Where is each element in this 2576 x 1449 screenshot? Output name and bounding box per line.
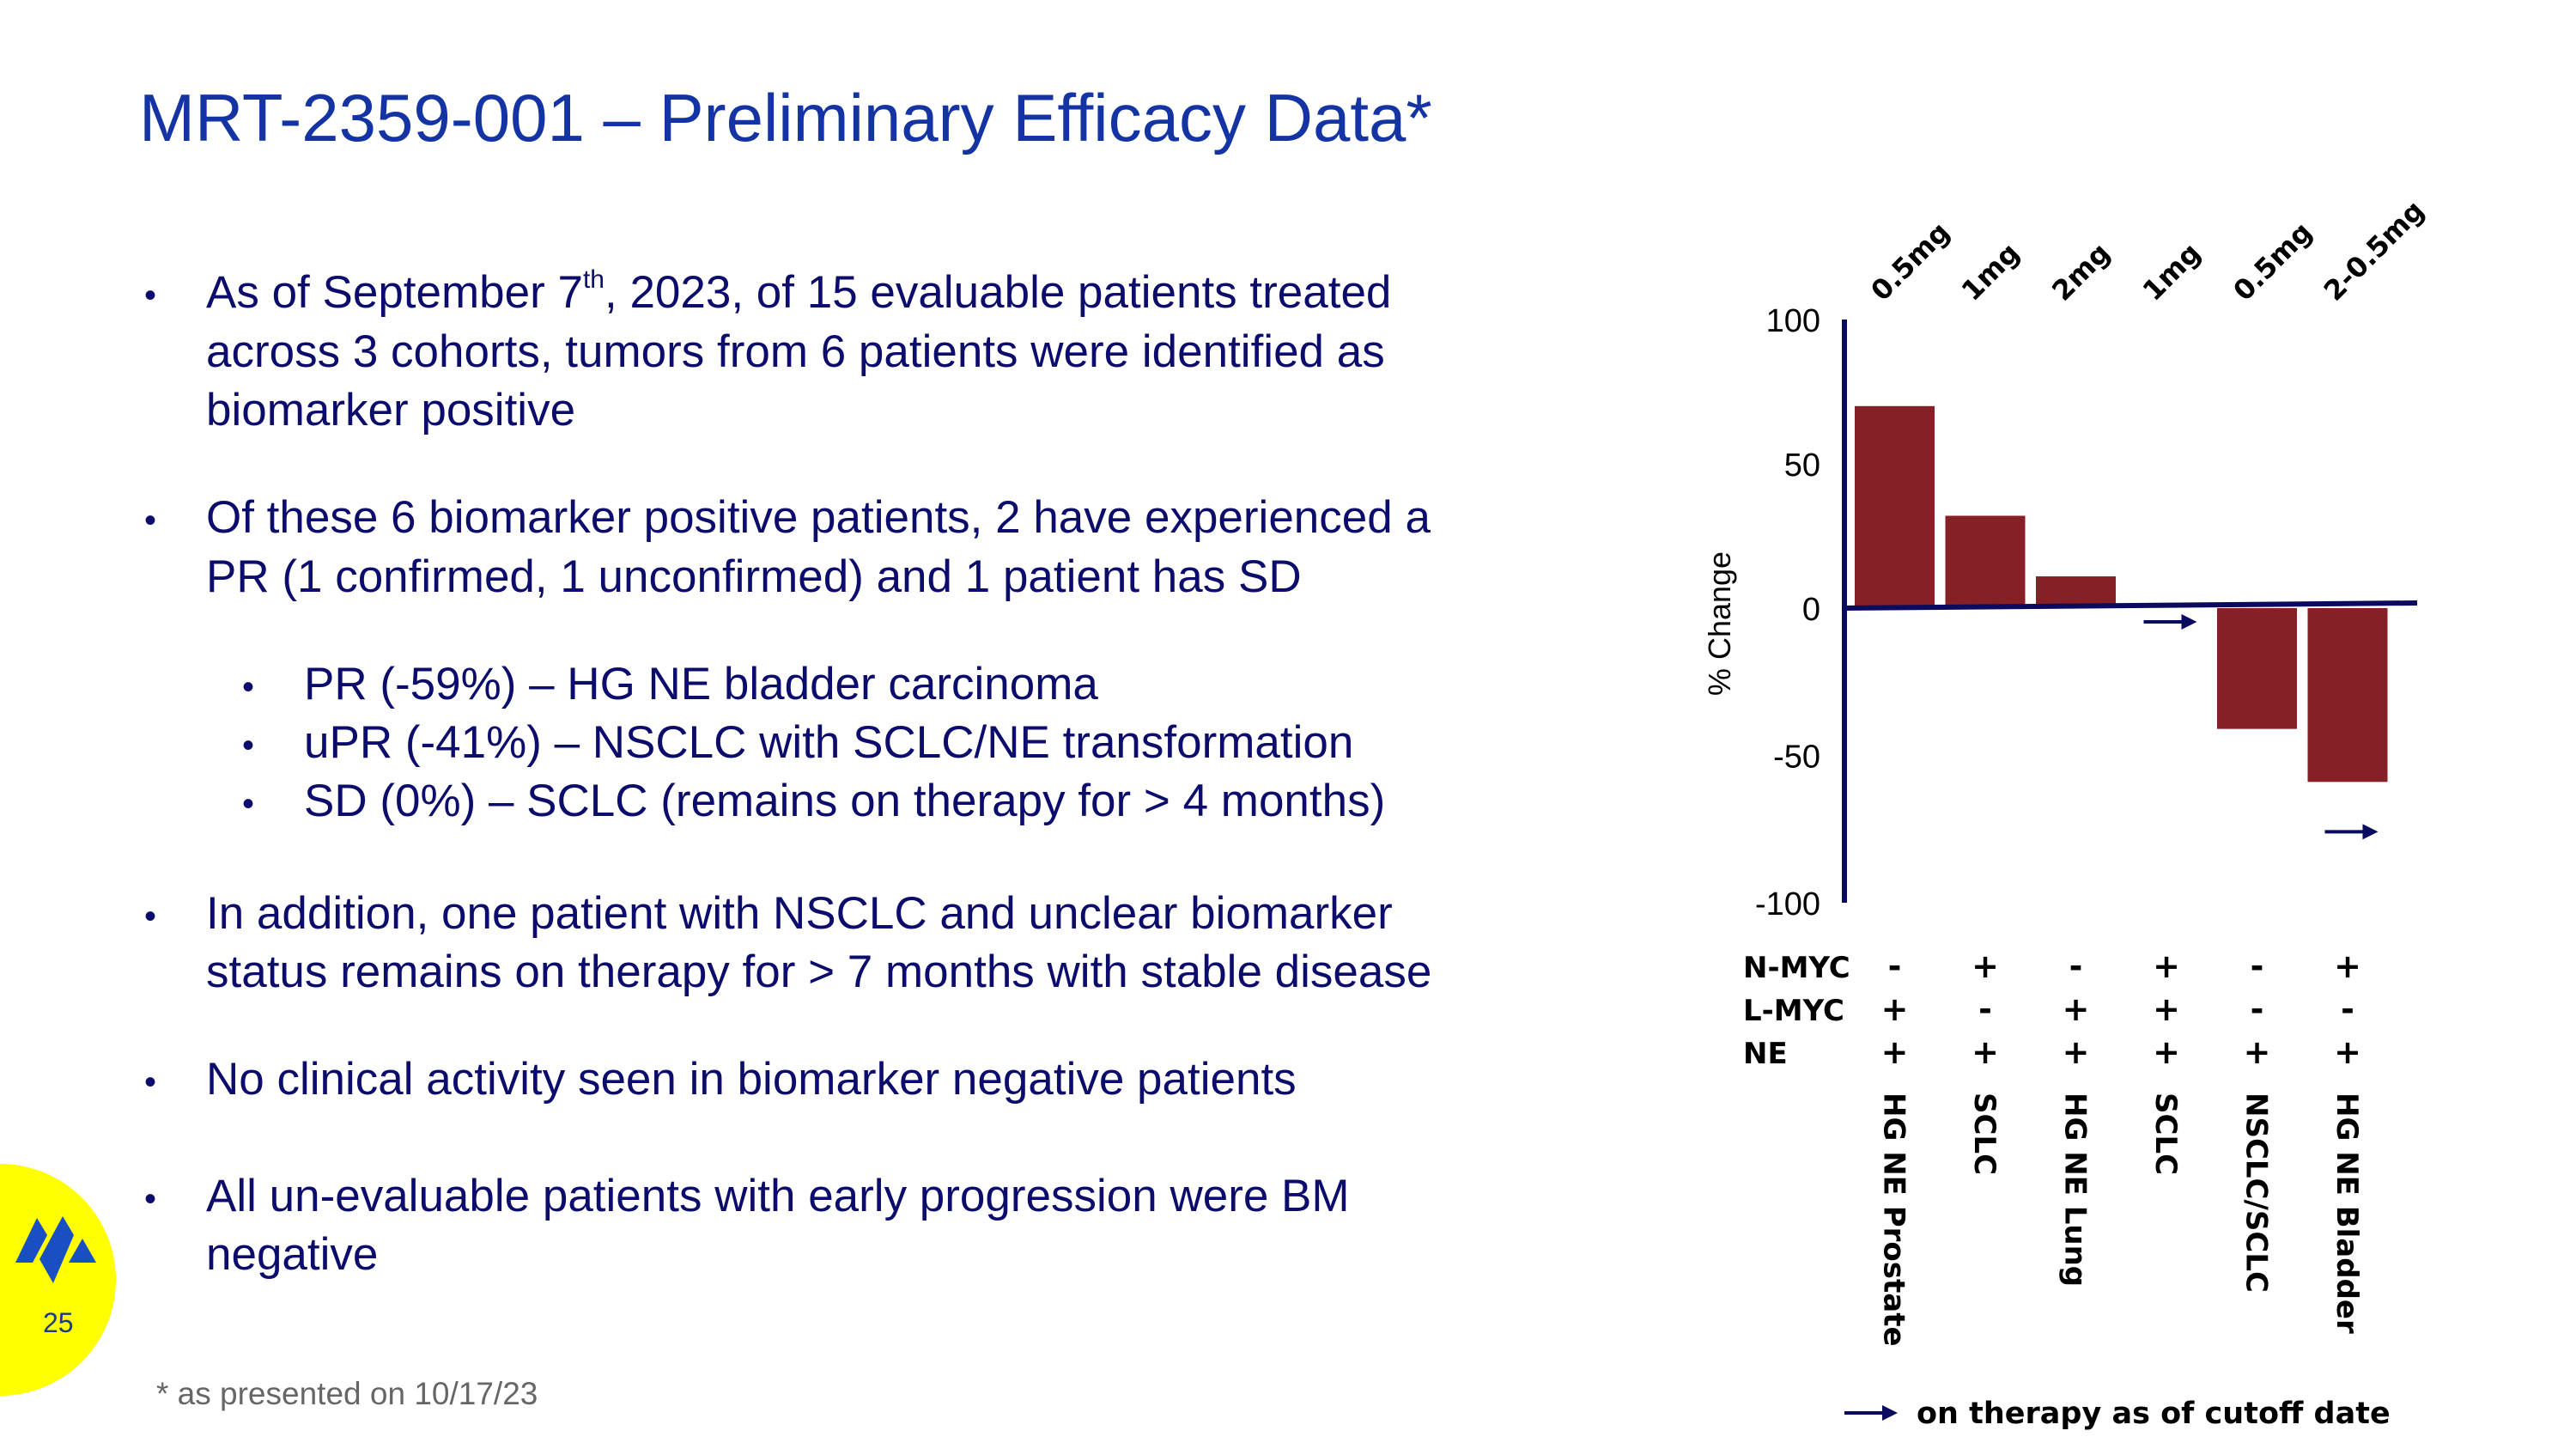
bullet-3-line-2: status remains on therapy for > 7 months…: [206, 947, 1432, 997]
biomarker-status: +: [1971, 1033, 1999, 1071]
dose-label: 0.5mg: [1864, 216, 1956, 307]
bullet-1-line-2: across 3 cohorts, tumors from 6 patients…: [206, 326, 1385, 377]
legend-arrow-icon-head: [1882, 1405, 1898, 1421]
biomarker-status: +: [2153, 1033, 2180, 1071]
biomarker-status: +: [2063, 1033, 2090, 1071]
bullet-2-line-2: PR (1 confirmed, 1 unconfirmed) and 1 pa…: [206, 551, 1302, 602]
biomarker-status: -: [1888, 947, 1902, 985]
biomarker-status: +: [1971, 947, 1999, 985]
biomarker-label: L-MYC: [1743, 994, 1844, 1028]
biomarker-status: +: [2063, 990, 2090, 1028]
biomarker-status: +: [2334, 947, 2361, 985]
dose-label: 0.5mg: [2227, 216, 2318, 307]
y-tick-label: -50: [1773, 740, 1820, 776]
sub-bullet-upr: uPR (-41%) – NSCLC with SCLC/NE transfor…: [304, 717, 1354, 768]
bullet-1-line-3: biomarker positive: [206, 385, 576, 435]
bar: [2217, 608, 2297, 729]
sub-bullet-dot: •: [242, 668, 255, 706]
y-tick-label: -100: [1755, 886, 1820, 922]
y-tick-label: 100: [1766, 303, 1820, 339]
sub-bullet-dot: •: [242, 785, 255, 823]
bullet-dot: •: [144, 1180, 157, 1218]
tumor-type-label: NSCLC/SCLC: [2239, 1093, 2274, 1293]
legend-label: on therapy as of cutoff date: [1917, 1397, 2391, 1431]
biomarker-label: NE: [1743, 1037, 1788, 1071]
footnote: * as presented on 10/17/23: [156, 1376, 538, 1411]
biomarker-status: +: [2244, 1033, 2271, 1071]
bar: [1855, 405, 1935, 608]
dose-label: 2-0.5mg: [2318, 194, 2431, 307]
biomarker-status: +: [2153, 947, 2180, 985]
tumor-type-label: SCLC: [1967, 1093, 2002, 1175]
on-therapy-arrow-icon-head: [2362, 824, 2379, 840]
bullet-2-line-1: Of these 6 biomarker positive patients, …: [206, 492, 1431, 543]
biomarker-status: +: [1881, 990, 1909, 1028]
y-tick-label: 0: [1802, 592, 1820, 628]
biomarker-status: -: [2069, 947, 2083, 985]
bullet-dot: •: [144, 898, 157, 935]
bar: [2036, 576, 2116, 608]
biomarker-status: -: [2251, 990, 2264, 1028]
page-number: 25: [43, 1307, 74, 1338]
tumor-type-label: SCLC: [2148, 1093, 2183, 1175]
sub-bullet-sd: SD (0%) – SCLC (remains on therapy for >…: [304, 776, 1386, 826]
biomarker-status: -: [2251, 947, 2264, 985]
sub-bullet-dot: •: [242, 727, 255, 764]
biomarker-status: +: [2334, 1033, 2361, 1071]
on-therapy-arrow-icon-head: [2181, 614, 2197, 630]
bullet-dot: •: [144, 277, 157, 314]
company-logo-icon: [15, 1216, 96, 1283]
zero-line: [1844, 600, 2418, 611]
bullet-3-line-1: In addition, one patient with NSCLC and …: [206, 888, 1393, 939]
bullet-dot: •: [144, 1063, 157, 1101]
bullet-5-line-2: negative: [206, 1229, 379, 1280]
tumor-type-label: HG NE Bladder: [2330, 1093, 2364, 1334]
dose-label: 1mg: [2136, 236, 2207, 307]
bar: [1945, 515, 2026, 608]
page-title: MRT-2359-001 – Preliminary Efficacy Data…: [139, 80, 1432, 155]
bullet-1-line-1: As of September 7th, 2023, of 15 evaluab…: [206, 265, 1392, 318]
biomarker-status: -: [2341, 990, 2354, 1028]
bullet-4-line-1: No clinical activity seen in biomarker n…: [206, 1054, 1297, 1105]
y-tick-label: 50: [1784, 447, 1820, 484]
dose-label: 2mg: [2045, 236, 2116, 307]
biomarker-label: N-MYC: [1743, 951, 1850, 985]
bar: [2307, 608, 2388, 782]
sub-bullet-pr: PR (-59%) – HG NE bladder carcinoma: [304, 659, 1098, 709]
biomarker-status: +: [1881, 1033, 1909, 1071]
tumor-type-label: HG NE Prostate: [1877, 1093, 1911, 1347]
bullet-5-line-1: All un-evaluable patients with early pro…: [206, 1171, 1350, 1221]
bullet-dot: •: [144, 502, 157, 539]
y-axis-label: % Change: [1702, 551, 1737, 696]
dose-label: 1mg: [1955, 236, 2026, 307]
biomarker-status: +: [2153, 990, 2180, 1028]
tumor-type-label: HG NE Lung: [2058, 1093, 2093, 1287]
biomarker-status: -: [1978, 990, 1992, 1028]
